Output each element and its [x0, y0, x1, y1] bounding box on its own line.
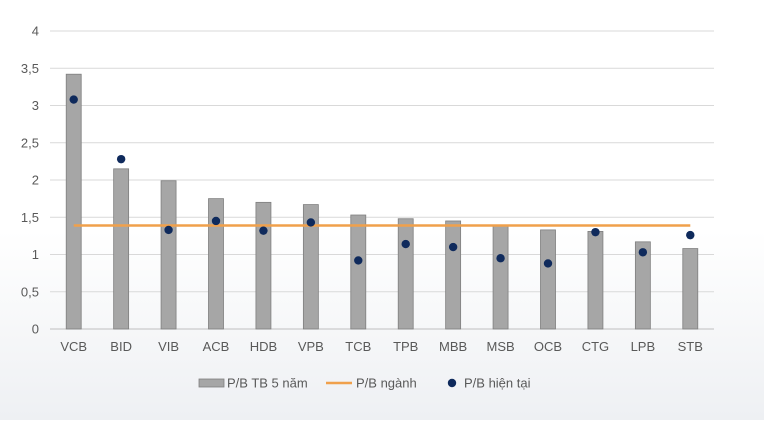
x-tick-label: LPB: [631, 339, 656, 354]
point-tpb: [401, 239, 410, 249]
y-tick-label: 2: [32, 173, 39, 188]
x-tick-label: TCB: [345, 339, 371, 354]
bar-mbb: [445, 220, 462, 330]
x-tick-label: BID: [110, 339, 132, 354]
x-tick-label: VIB: [158, 339, 179, 354]
points-layer: [69, 95, 695, 268]
legend-label: P/B hiện tại: [464, 376, 531, 391]
legend-bar-swatch: [198, 378, 225, 388]
point-vcb: [69, 95, 78, 104]
bar-hdb: [255, 201, 272, 330]
x-tick-label: VCB: [60, 339, 87, 354]
y-tick-label: 1: [32, 247, 39, 262]
bar-ocb: [540, 229, 556, 330]
bar-vcb: [65, 73, 82, 330]
x-tick-label: ACB: [203, 339, 230, 354]
bar-vpb: [302, 204, 319, 330]
bar-tpb: [397, 218, 414, 330]
y-tick-label: 2,5: [21, 135, 39, 150]
x-axis: VCB BID VIB ACB HDB VPB TCB TPB MBB MSB OCB CTG LPB S…: [60, 339, 703, 354]
point-vpb: [306, 218, 316, 227]
bar-tcb: [350, 214, 367, 330]
y-tick-label: 0: [32, 322, 39, 337]
x-tick-label: VPB: [298, 339, 324, 354]
bar-vib: [160, 180, 177, 330]
point-hdb: [259, 226, 268, 235]
y-axis: 0 0,5 1 1,5 2 2,5 3 3,5 4: [21, 24, 39, 337]
point-acb: [211, 216, 221, 226]
x-tick-label: TPB: [393, 339, 418, 354]
y-tick-label: 3: [32, 98, 39, 113]
y-tick-label: 3,5: [21, 61, 39, 76]
point-ocb: [543, 259, 553, 268]
y-tick-label: 4: [32, 24, 39, 39]
y-tick-label: 0,5: [21, 284, 39, 299]
legend-label: P/B ngành: [356, 376, 417, 391]
point-mbb: [448, 242, 458, 252]
point-ctg: [591, 227, 600, 237]
x-tick-label: OCB: [534, 339, 562, 354]
x-tick-label: HDB: [250, 339, 277, 354]
legend-label: P/B TB 5 năm: [227, 376, 308, 391]
bar-msb: [492, 225, 509, 330]
point-lpb: [638, 248, 648, 257]
x-tick-label: MSB: [486, 339, 514, 354]
bar-acb: [208, 198, 224, 330]
point-vib: [164, 225, 173, 235]
bar-bid: [113, 168, 130, 330]
grid-layer: [50, 30, 714, 330]
bar-ctg: [587, 231, 604, 330]
legend: P/B TB 5 năm P/B ngành P/B hiện tại: [198, 376, 531, 391]
x-tick-label: STB: [678, 339, 703, 354]
bar-lpb: [634, 241, 651, 330]
point-bid: [116, 154, 126, 164]
point-stb: [686, 230, 695, 240]
bar-stb: [682, 248, 699, 330]
y-tick-label: 1,5: [21, 210, 39, 225]
x-tick-label: MBB: [439, 339, 467, 354]
point-tcb: [354, 256, 363, 265]
bars-layer: [65, 73, 699, 330]
x-tick-label: CTG: [582, 339, 609, 354]
legend-dot-swatch: [447, 378, 457, 388]
point-msb: [496, 254, 505, 263]
